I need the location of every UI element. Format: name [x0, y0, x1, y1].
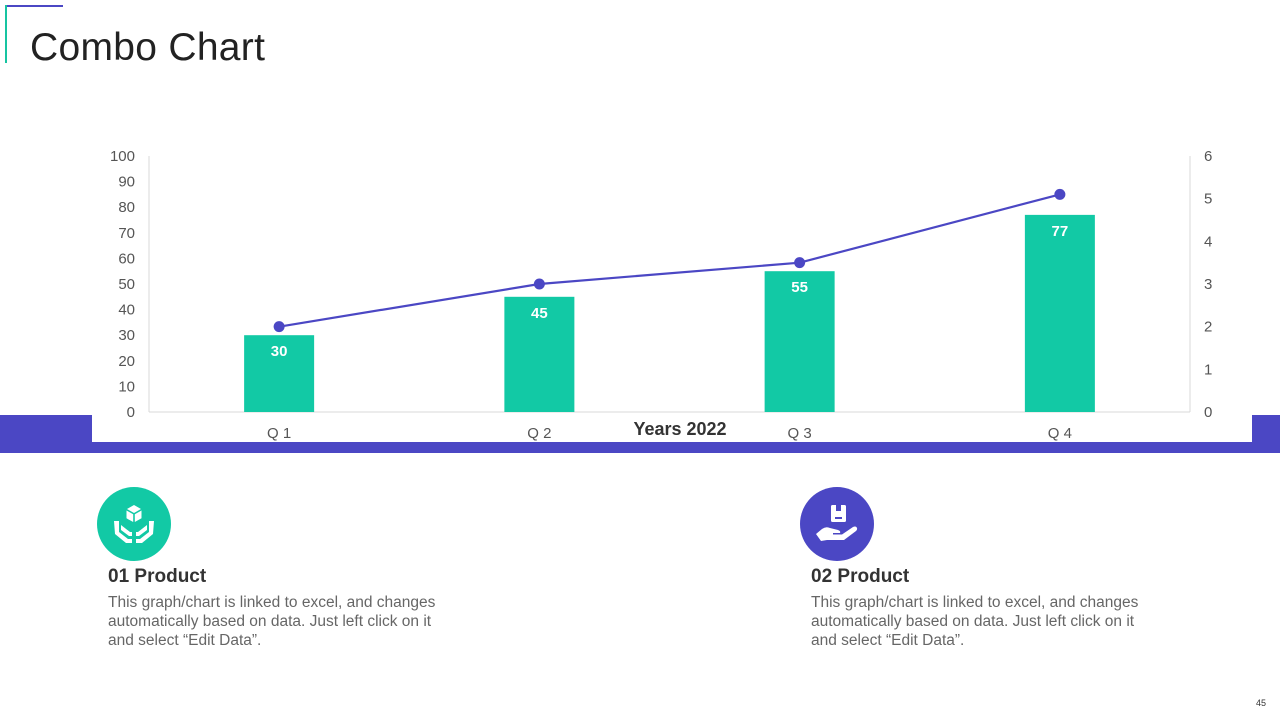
product-card-1-heading: 01 Product [108, 566, 207, 587]
y2-tick-label: 4 [1204, 233, 1212, 250]
accent-line-horizontal [6, 5, 63, 7]
y-tick-label: 60 [118, 250, 135, 267]
page-number: 45 [1255, 698, 1266, 708]
y-tick-label: 10 [118, 378, 135, 395]
product-card-2-text: This graph/chart is linked to excel, and… [811, 594, 1139, 649]
product-card-1: 01 Product This graph/chart is linked to… [97, 487, 457, 650]
y2-tick-label: 6 [1204, 148, 1212, 165]
hand-box-icon [800, 487, 874, 561]
bar-q3 [764, 271, 835, 412]
y-tick-label: 90 [118, 174, 135, 191]
x-tick-label: Q 2 [527, 425, 551, 442]
y2-tick-label: 2 [1204, 319, 1212, 336]
x-tick-label: Q 4 [1048, 425, 1072, 442]
line-point [1054, 188, 1066, 200]
product-card-2: 02 Product This graph/chart is linked to… [800, 487, 1160, 650]
y-tick-label: 50 [118, 276, 135, 293]
x-tick-label: Q 1 [267, 425, 291, 442]
hands-cubes-icon [97, 487, 171, 561]
y2-tick-label: 1 [1204, 361, 1212, 378]
y2-tick-label: 0 [1204, 404, 1212, 421]
chart-panel: 0 10 20 30 40 50 60 70 80 90 100 0 1 2 3 4 5 6 30 45 55 77 Q 1… [92, 140, 1252, 442]
x-axis-title: Years 2022 [633, 419, 726, 439]
y-tick-label: 0 [127, 404, 135, 421]
line-point [794, 257, 806, 269]
bar-data-label: 55 [791, 279, 808, 296]
bar-q2 [504, 296, 575, 412]
line-point [533, 278, 545, 290]
bar-data-label: 45 [531, 305, 548, 322]
x-tick-label: Q 3 [788, 425, 812, 442]
line-point [273, 321, 285, 333]
accent-line-vertical [5, 5, 7, 63]
product-card-1-text: This graph/chart is linked to excel, and… [108, 594, 436, 649]
y-tick-label: 30 [118, 327, 135, 344]
line-series [278, 193, 1061, 328]
y-tick-label: 70 [118, 225, 135, 242]
page-title: Combo Chart [30, 26, 266, 69]
bar-data-label: 30 [271, 343, 288, 360]
y-tick-label: 40 [118, 302, 135, 319]
bar-q4 [1024, 214, 1095, 412]
product-card-2-heading: 02 Product [811, 566, 910, 587]
y-tick-label: 20 [118, 353, 135, 370]
y-tick-label: 80 [118, 199, 135, 216]
bar-q1 [244, 335, 315, 412]
y2-tick-label: 5 [1204, 191, 1212, 208]
y2-tick-label: 3 [1204, 276, 1212, 293]
y-tick-label: 100 [110, 148, 135, 165]
bar-data-label: 77 [1052, 223, 1069, 240]
